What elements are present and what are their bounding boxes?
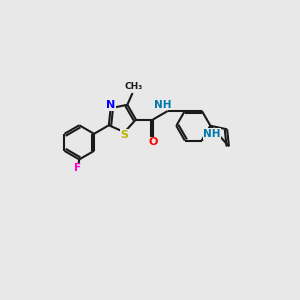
Text: O: O: [148, 137, 158, 148]
Text: F: F: [74, 163, 81, 173]
Text: NH: NH: [154, 100, 171, 110]
Text: CH₃: CH₃: [124, 82, 142, 91]
Text: NH: NH: [203, 129, 221, 139]
Text: S: S: [120, 130, 128, 140]
Text: N: N: [106, 100, 115, 110]
